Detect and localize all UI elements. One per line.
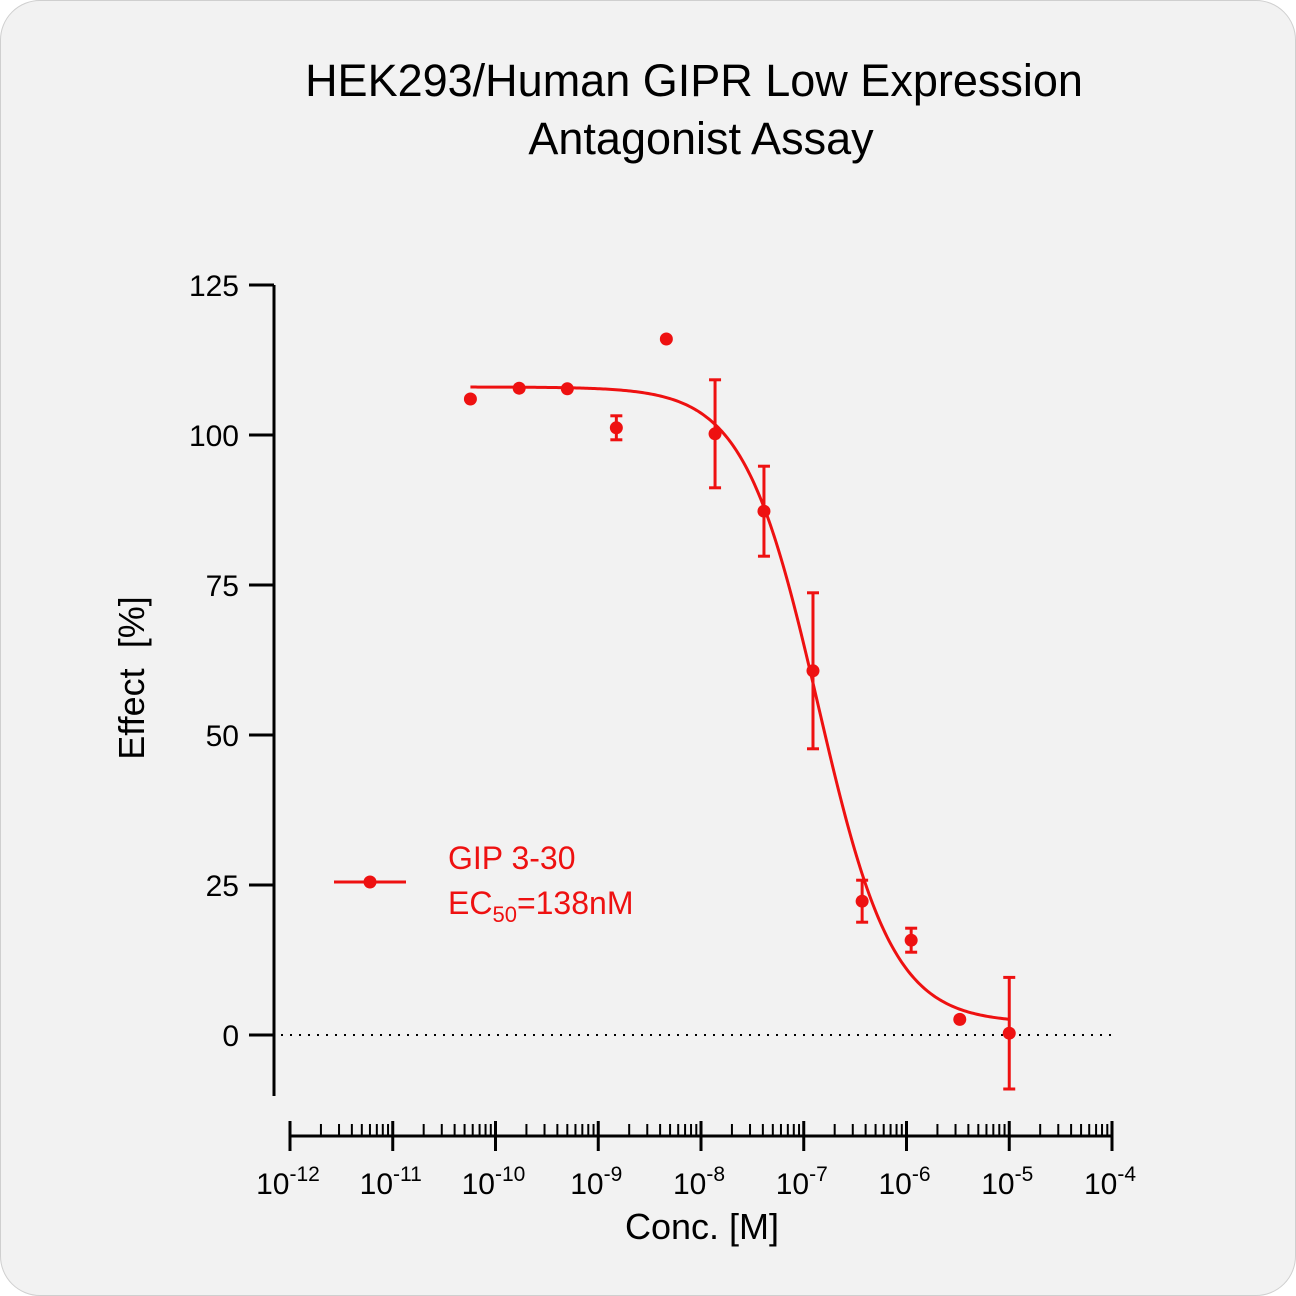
data-point bbox=[757, 504, 771, 518]
x-axis-label: Conc. [M] bbox=[625, 1206, 779, 1247]
data-point bbox=[953, 1012, 967, 1026]
x-ticks: 10-12 10-11 10-10 10-9 10-8 10-7 10-6 10-5 10-4 bbox=[256, 1121, 1136, 1201]
x-tick-label-exponent: -9 bbox=[604, 1163, 623, 1186]
data-point bbox=[560, 382, 574, 396]
legend: GIP 3-30 EC50=138nM bbox=[334, 840, 633, 927]
y-tick-label: 50 bbox=[206, 720, 239, 753]
x-tick-label-base: 10 bbox=[776, 1168, 809, 1201]
legend-ec50: EC50=138nM bbox=[448, 885, 633, 927]
x-tick-label: 10-7 bbox=[776, 1163, 828, 1201]
x-tick-label-base: 10 bbox=[1084, 1168, 1117, 1201]
x-tick-label-base: 10 bbox=[360, 1168, 393, 1201]
data-point bbox=[659, 332, 673, 346]
data-point bbox=[1002, 1026, 1016, 1040]
x-tick-label: 10-8 bbox=[673, 1163, 725, 1201]
x-tick-label-base: 10 bbox=[878, 1168, 911, 1201]
x-tick-label-exponent: -8 bbox=[706, 1163, 725, 1186]
y-tick-label: 75 bbox=[206, 570, 239, 603]
y-tick-label: 0 bbox=[222, 1020, 239, 1053]
x-tick-label-exponent: -12 bbox=[290, 1163, 320, 1186]
x-tick-label: 10-12 bbox=[256, 1163, 320, 1201]
x-tick-label-base: 10 bbox=[981, 1168, 1014, 1201]
chart-title-line-1: HEK293/Human GIPR Low Expression bbox=[305, 55, 1083, 106]
x-tick-label-exponent: -6 bbox=[912, 1163, 931, 1186]
y-tick-label: 125 bbox=[189, 270, 239, 303]
x-tick-label: 10-9 bbox=[570, 1163, 622, 1201]
legend-ec50-subscript: 50 bbox=[492, 902, 516, 927]
x-tick-label: 10-4 bbox=[1084, 1163, 1136, 1201]
x-tick-label-exponent: -11 bbox=[393, 1163, 422, 1186]
x-tick-label-exponent: -4 bbox=[1117, 1163, 1136, 1186]
legend-ec50-value: =138nM bbox=[517, 885, 634, 921]
chart-title-line-2: Antagonist Assay bbox=[528, 113, 874, 164]
data-point bbox=[463, 392, 477, 406]
data-point bbox=[609, 421, 623, 435]
y-axis-label: Effect [%] bbox=[111, 596, 152, 759]
data-point bbox=[708, 427, 722, 441]
x-tick-label-base: 10 bbox=[673, 1168, 706, 1201]
y-tick-label: 100 bbox=[189, 420, 239, 453]
x-tick-label-base: 10 bbox=[256, 1168, 289, 1201]
data-points bbox=[463, 332, 1016, 1091]
data-point bbox=[806, 664, 820, 678]
x-tick-label-exponent: -7 bbox=[809, 1163, 828, 1186]
x-tick-label: 10-5 bbox=[981, 1163, 1033, 1201]
x-tick-label: 10-11 bbox=[360, 1163, 422, 1201]
data-point bbox=[855, 894, 869, 908]
legend-marker bbox=[363, 875, 377, 889]
legend-series-name: GIP 3-30 bbox=[448, 840, 575, 876]
y-tick-label: 25 bbox=[206, 870, 239, 903]
fit-curve-gip-3-30 bbox=[470, 385, 1010, 1021]
data-point bbox=[904, 933, 918, 947]
x-tick-label: 10-10 bbox=[462, 1163, 526, 1201]
x-tick-label: 10-6 bbox=[878, 1163, 930, 1201]
x-tick-label-base: 10 bbox=[462, 1168, 495, 1201]
x-tick-label-exponent: -10 bbox=[495, 1163, 525, 1186]
legend-ec50-prefix: EC bbox=[448, 885, 492, 921]
data-point bbox=[512, 381, 526, 395]
x-tick-label-exponent: -5 bbox=[1015, 1163, 1034, 1186]
y-ticks: 0 25 50 75 100 125 bbox=[189, 270, 274, 1053]
x-tick-label-base: 10 bbox=[570, 1168, 603, 1201]
